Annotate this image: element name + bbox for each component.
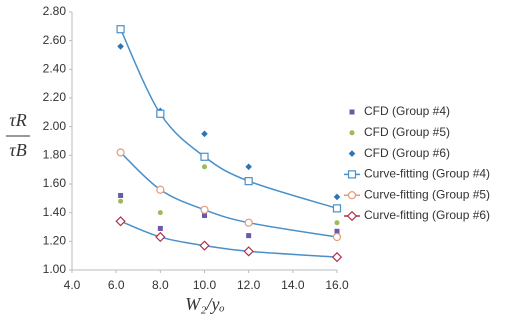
x-tick-label: 14.0 xyxy=(281,278,305,292)
point xyxy=(156,185,165,194)
point xyxy=(157,225,163,231)
point xyxy=(333,193,341,201)
point xyxy=(332,232,342,242)
point xyxy=(118,198,124,204)
point xyxy=(199,240,210,251)
point xyxy=(245,163,252,171)
fit-curve xyxy=(119,28,338,210)
point xyxy=(244,218,253,227)
point xyxy=(116,25,125,34)
point xyxy=(202,213,207,219)
legend-label: Curve-fitting (Group #5) xyxy=(364,187,490,201)
point xyxy=(115,216,126,227)
point xyxy=(116,148,125,157)
point xyxy=(117,43,124,50)
y-tick-label: 2.20 xyxy=(43,90,67,104)
y-tick-label: 1.40 xyxy=(43,205,67,219)
point xyxy=(246,233,252,239)
point xyxy=(332,204,342,213)
legend-marker xyxy=(349,109,355,115)
y-tick-label: 2.40 xyxy=(43,62,67,76)
point xyxy=(334,220,340,226)
point xyxy=(244,177,253,186)
y-tick-label: 2.60 xyxy=(43,33,67,47)
legend-label: CFD (Group #5) xyxy=(364,125,450,139)
y-tick-label: 1.80 xyxy=(43,148,67,162)
fit-curve xyxy=(120,151,338,238)
point xyxy=(331,251,343,263)
legend-marker xyxy=(348,150,356,157)
y-axis-label-numerator: τR xyxy=(9,110,26,130)
legend-label: CFD (Group #4) xyxy=(364,104,450,118)
point xyxy=(118,192,124,198)
x-tick-label: 8.0 xyxy=(152,278,169,292)
point xyxy=(157,210,163,216)
point xyxy=(200,152,209,161)
legend-marker xyxy=(349,130,355,136)
legend-label: CFD (Group #6) xyxy=(364,146,450,160)
x-tick-label: 4.0 xyxy=(64,278,81,292)
legend-marker xyxy=(346,210,358,222)
y-tick-label: 1.00 xyxy=(43,262,67,276)
y-tick-label: 2.80 xyxy=(43,4,67,18)
point xyxy=(201,130,208,138)
legend-label: Curve-fitting (Group #4) xyxy=(364,167,490,181)
point xyxy=(156,109,165,118)
y-tick-label: 1.60 xyxy=(43,176,67,190)
point xyxy=(155,231,166,243)
point xyxy=(334,228,340,234)
point xyxy=(243,246,254,257)
x-tick-label: 6.0 xyxy=(108,278,125,292)
legend-marker xyxy=(347,191,357,200)
y-tick-label: 1.20 xyxy=(43,234,67,248)
x-tick-label: 12.0 xyxy=(237,278,261,292)
x-tick-label: 16.0 xyxy=(325,278,349,292)
y-tick-label: 2.00 xyxy=(43,119,67,133)
y-axis-label-denominator: τB xyxy=(9,140,26,160)
legend-label: Curve-fitting (Group #6) xyxy=(364,208,490,222)
legend-marker xyxy=(347,170,357,179)
point xyxy=(200,205,209,214)
point xyxy=(202,164,207,170)
fit-curve xyxy=(120,220,338,258)
x-tick-label: 10.0 xyxy=(193,278,217,292)
x-axis-label: W₂/yₒ xyxy=(185,294,224,314)
